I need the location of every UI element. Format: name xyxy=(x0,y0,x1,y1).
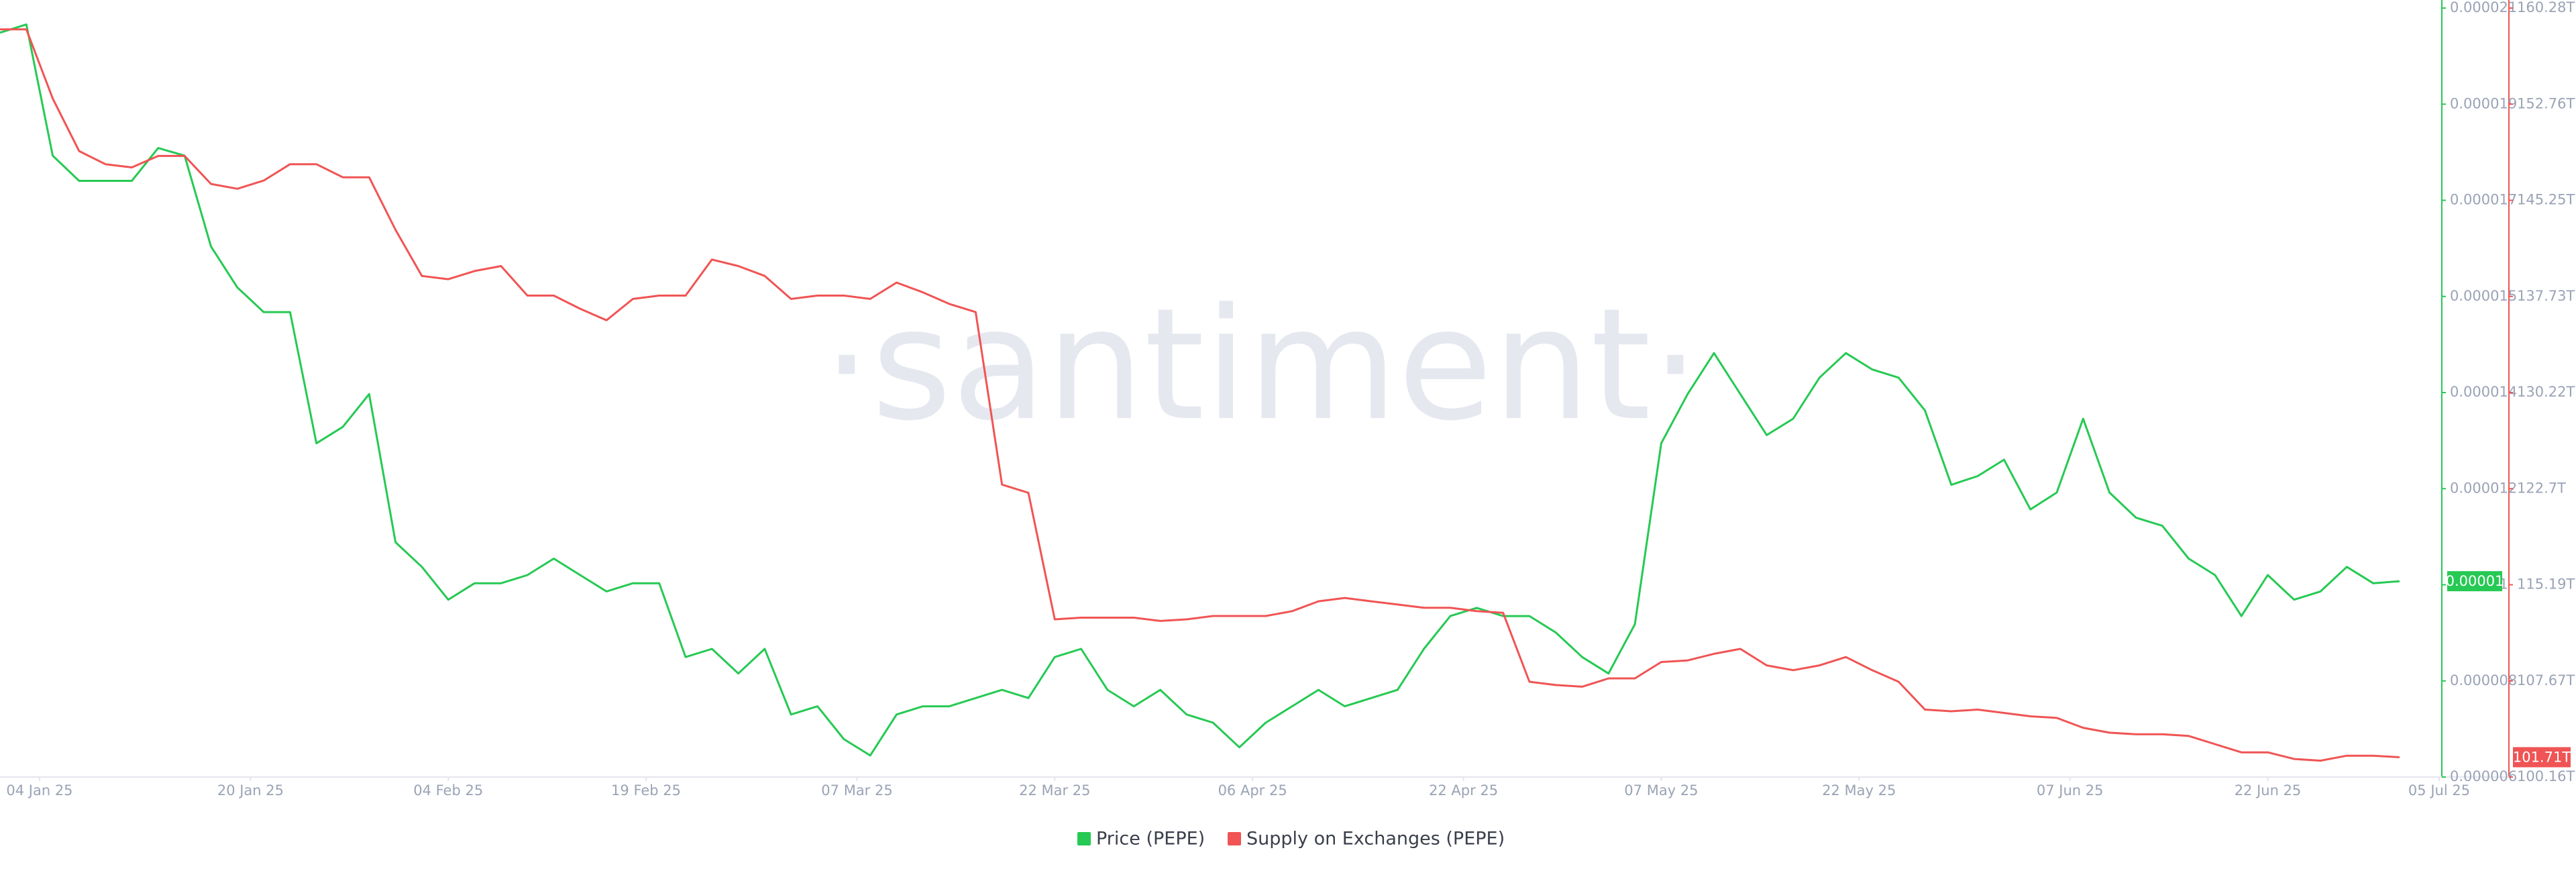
x-tick-label: 22 Mar 25 xyxy=(1019,782,1090,799)
x-tick-label: 06 Apr 25 xyxy=(1218,782,1287,799)
y2-tick-label: 130.22T xyxy=(2517,384,2575,400)
x-tick-label: 07 Jun 25 xyxy=(2037,782,2104,799)
x-tick-label: 20 Jan 25 xyxy=(217,782,284,799)
last-value-label: 101.71T xyxy=(2513,749,2571,765)
x-tick-label: 04 Jan 25 xyxy=(6,782,72,799)
y-tick-label: 0.000014 xyxy=(2450,384,2517,400)
last-value-badge xyxy=(2513,747,2571,768)
y2-tick-label: 115.19T xyxy=(2517,576,2575,593)
series-line xyxy=(0,28,2400,762)
x-tick-label: 22 Jun 25 xyxy=(2235,782,2302,799)
last-value-badge xyxy=(2447,571,2502,592)
legend-swatch xyxy=(1077,832,1091,845)
y2-tick-label: 100.16T xyxy=(2517,768,2575,784)
last-value-label: 0.00001 xyxy=(2446,573,2504,589)
x-tick-label: 05 Jul 25 xyxy=(2408,782,2470,799)
y-tick-label: 0.000008 xyxy=(2450,672,2517,688)
legend-text: Supply on Exchanges (PEPE) xyxy=(1246,829,1505,850)
y2-tick-label: 152.76T xyxy=(2517,95,2575,111)
y2-tick-label: 122.7T xyxy=(2517,480,2566,496)
y-tick-label: 0.000006 xyxy=(2450,768,2517,784)
legend-swatch xyxy=(1228,832,1241,845)
legend-text: Price (PEPE) xyxy=(1096,829,1205,850)
y2-tick-label: 160.28T xyxy=(2517,0,2575,15)
series-line xyxy=(0,23,2400,757)
x-tick-label: 04 Feb 25 xyxy=(413,782,483,799)
x-tick-label: 07 May 25 xyxy=(1624,782,1698,799)
y-tick-label: 0.000021 xyxy=(2450,0,2517,15)
y2-tick-label: 107.67T xyxy=(2517,672,2575,688)
y-tick-label: 0.000017 xyxy=(2450,192,2517,208)
y2-tick-label: 137.73T xyxy=(2517,288,2575,304)
x-tick-label: 19 Feb 25 xyxy=(611,782,681,799)
y-tick-label: 0.000019 xyxy=(2450,95,2517,111)
watermark: ·santiment· xyxy=(822,276,1700,455)
x-tick-label: 22 Apr 25 xyxy=(1429,782,1498,799)
y-tick-label: 0.000015 xyxy=(2450,288,2517,304)
y-tick-label: 0.000012 xyxy=(2450,480,2517,496)
x-tick-label: 22 May 25 xyxy=(1822,782,1896,799)
y2-tick-label: 145.25T xyxy=(2517,192,2575,208)
x-tick-label: 07 Mar 25 xyxy=(821,782,892,799)
